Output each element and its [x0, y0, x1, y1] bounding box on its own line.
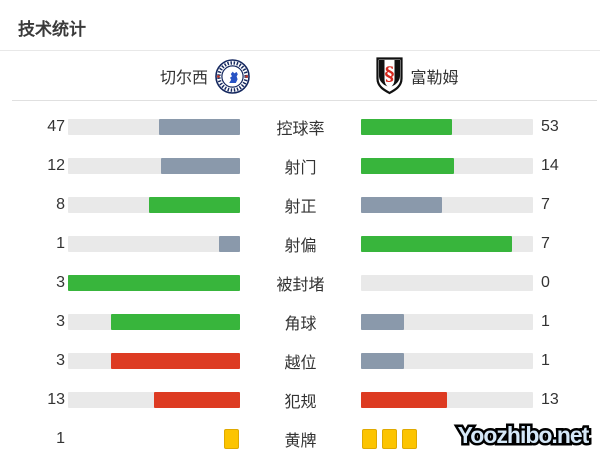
- home-bar-fill: [159, 118, 240, 135]
- home-bar-fill: [68, 274, 240, 291]
- home-value: 12: [47, 156, 65, 174]
- stat-row: 3 角球 1: [0, 302, 600, 341]
- stat-row: 3 被封堵 0: [0, 263, 600, 302]
- stat-row: 13 犯规 13: [0, 380, 600, 419]
- home-bar-fill: [111, 352, 240, 369]
- home-team: 切尔西: [100, 51, 310, 101]
- stat-label: 黄牌: [284, 432, 317, 450]
- home-value: 3: [56, 351, 65, 369]
- stat-row: 47 控球率 53: [0, 107, 600, 146]
- page-title: 技术统计: [0, 0, 600, 51]
- away-team-name: 富勒姆: [410, 70, 459, 87]
- home-bar-fill: [154, 391, 240, 408]
- svg-text:Yoozhibo.net: Yoozhibo.net: [458, 422, 590, 448]
- stat-label: 越位: [284, 354, 317, 372]
- header-divider: [12, 100, 597, 101]
- away-bar-fill: [361, 235, 512, 252]
- stat-label: 控球率: [276, 120, 325, 138]
- home-bar: [68, 391, 240, 408]
- away-bar-fill: [361, 352, 404, 369]
- home-value: 3: [56, 312, 65, 330]
- home-bar-fill: [148, 196, 240, 213]
- away-value: 0: [541, 273, 550, 291]
- teams-header: 切尔西 § 富勒姆: [0, 51, 600, 101]
- away-bar: [361, 157, 533, 174]
- away-cards: [362, 428, 417, 449]
- yellow-card-icon: [402, 428, 417, 449]
- stat-label: 犯规: [284, 393, 317, 411]
- home-team-name: 切尔西: [159, 70, 208, 87]
- away-bar-fill: [361, 196, 442, 213]
- away-bar: [361, 235, 533, 252]
- away-value: 13: [541, 390, 559, 408]
- stat-row: 3 越位 1: [0, 341, 600, 380]
- home-bar: [68, 352, 240, 369]
- home-bar: [68, 157, 240, 174]
- stat-row: 1 黄牌 3: [0, 419, 600, 458]
- home-bar: [68, 118, 240, 135]
- home-bar: [68, 196, 240, 213]
- stats-rows: 47 控球率 53 12 射门 14 8 射正: [0, 101, 600, 458]
- away-bar: [361, 352, 533, 369]
- away-bar-fill: [361, 391, 447, 408]
- yellow-card-icon: [224, 428, 239, 449]
- away-bar: [361, 313, 533, 330]
- home-bar-fill: [111, 313, 240, 330]
- home-value: 1: [56, 234, 65, 252]
- stat-label: 被封堵: [276, 276, 325, 294]
- away-bar-fill: [361, 157, 454, 174]
- home-value: 8: [56, 195, 65, 213]
- away-bar: [361, 196, 533, 213]
- stat-row: 12 射门 14: [0, 146, 600, 185]
- fulham-crest-icon: §: [376, 57, 404, 95]
- home-value: 13: [47, 390, 65, 408]
- stat-label: 射正: [284, 198, 317, 216]
- away-value: 53: [541, 117, 559, 135]
- away-team: § 富勒姆: [300, 51, 535, 101]
- stat-label: 射门: [284, 159, 317, 177]
- away-value: 14: [541, 156, 559, 174]
- away-value: 1: [541, 312, 550, 330]
- away-value: 7: [541, 234, 550, 252]
- away-value: 1: [541, 351, 550, 369]
- stat-label: 射偏: [284, 237, 317, 255]
- home-bar: [68, 313, 240, 330]
- home-bar: [68, 274, 240, 291]
- away-bar: [361, 274, 533, 291]
- away-bar: [361, 428, 533, 449]
- yellow-card-icon: [362, 428, 377, 449]
- watermark: Yoozhibo.net: [455, 420, 593, 451]
- chelsea-crest-icon: [215, 58, 250, 94]
- away-value: 3: [541, 429, 550, 447]
- home-cards: [224, 428, 239, 449]
- home-bar-fill: [160, 157, 240, 174]
- stat-row: 8 射正 7: [0, 185, 600, 224]
- home-bar: [68, 428, 240, 449]
- stat-row: 1 射偏 7: [0, 224, 600, 263]
- stat-label: 角球: [284, 315, 317, 333]
- home-bar: [68, 235, 240, 252]
- away-bar-fill: [361, 118, 453, 135]
- away-bar-fill: [361, 313, 404, 330]
- home-bar-fill: [218, 235, 240, 252]
- away-bar: [361, 391, 533, 408]
- svg-text:§: §: [385, 63, 395, 85]
- away-bar: [361, 118, 533, 135]
- home-value: 1: [56, 429, 65, 447]
- home-value: 47: [47, 117, 65, 135]
- home-value: 3: [56, 273, 65, 291]
- away-value: 7: [541, 195, 550, 213]
- yellow-card-icon: [382, 428, 397, 449]
